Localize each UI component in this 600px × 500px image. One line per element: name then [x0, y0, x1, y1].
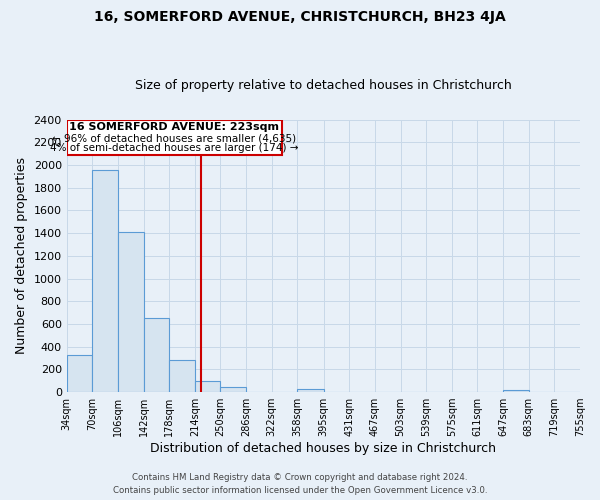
Bar: [195, 380, 220, 392]
Text: Contains HM Land Registry data © Crown copyright and database right 2024.
Contai: Contains HM Land Registry data © Crown c…: [113, 474, 487, 495]
Text: ← 96% of detached houses are smaller (4,635): ← 96% of detached houses are smaller (4,…: [52, 134, 296, 144]
Bar: [143, 318, 169, 392]
X-axis label: Distribution of detached houses by size in Christchurch: Distribution of detached houses by size …: [151, 442, 496, 455]
Bar: [503, 390, 529, 392]
Text: 16, SOMERFORD AVENUE, CHRISTCHURCH, BH23 4JA: 16, SOMERFORD AVENUE, CHRISTCHURCH, BH23…: [94, 10, 506, 24]
Bar: [118, 232, 143, 392]
Bar: [67, 354, 92, 392]
Title: Size of property relative to detached houses in Christchurch: Size of property relative to detached ho…: [135, 79, 512, 92]
Text: 16 SOMERFORD AVENUE: 223sqm: 16 SOMERFORD AVENUE: 223sqm: [70, 122, 280, 132]
FancyBboxPatch shape: [67, 120, 282, 155]
Bar: [220, 387, 246, 392]
Bar: [92, 170, 118, 392]
Y-axis label: Number of detached properties: Number of detached properties: [15, 158, 28, 354]
Bar: [169, 360, 195, 392]
Text: 4% of semi-detached houses are larger (174) →: 4% of semi-detached houses are larger (1…: [50, 144, 299, 154]
Bar: [298, 388, 323, 392]
